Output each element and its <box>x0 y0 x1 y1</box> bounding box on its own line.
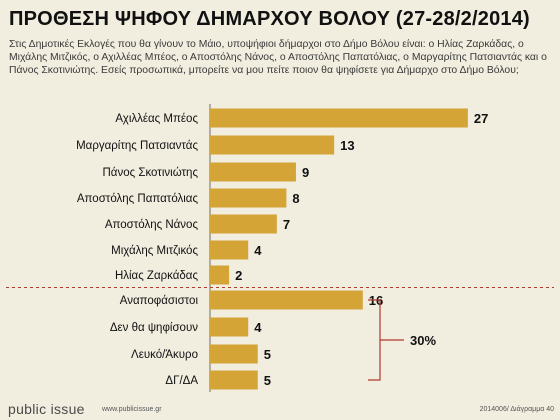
data-label: 4 <box>254 320 262 335</box>
bar <box>210 265 230 285</box>
bar <box>210 135 335 155</box>
bar <box>210 188 287 208</box>
data-label: 4 <box>254 243 262 258</box>
chart-title: ΠΡΟΘΕΣΗ ΨΗΦΟΥ ΔΗΜΑΡΧΟΥ ΒΟΛΟΥ (27-28/2/20… <box>9 8 530 30</box>
data-label: 7 <box>283 217 290 232</box>
data-label: 8 <box>292 191 299 206</box>
category-label: Μιχάλης Μιτζικός <box>111 245 198 257</box>
category-label: Ηλίας Ζαρκάδας <box>115 270 199 282</box>
data-label: 2 <box>235 268 242 283</box>
bracket-total-label: 30% <box>410 333 436 348</box>
bar <box>210 108 468 128</box>
bar <box>210 214 277 234</box>
data-label: 13 <box>340 138 354 153</box>
data-label: 5 <box>264 373 271 388</box>
publisher-website: www.publicissue.gr <box>102 406 162 413</box>
bar <box>210 317 249 337</box>
bar <box>210 240 249 260</box>
chart-reference-code: 2014006/ Διάγραμμα 40 <box>479 406 554 413</box>
category-label: Αποστόλης Παπατόλιας <box>77 193 199 205</box>
category-label: Δεν θα ψηφίσουν <box>110 322 198 334</box>
data-label: 27 <box>474 111 488 126</box>
data-label: 9 <box>302 165 309 180</box>
category-label: Αποστόλης Νάνος <box>105 219 199 231</box>
data-label: 5 <box>264 347 271 362</box>
category-label: Αναποφάσιστοι <box>120 295 199 307</box>
bracket-line <box>368 299 381 381</box>
bar <box>210 162 296 182</box>
category-label: Μαργαρίτης Πατσιαντάς <box>76 140 198 152</box>
bar <box>210 290 363 310</box>
publisher-logo: public issue <box>8 401 85 417</box>
category-label: Πάνος Σκοτινιώτης <box>103 167 199 179</box>
survey-question: Στις Δημοτικές Εκλογές που θα γίνουν το … <box>9 39 547 76</box>
bar <box>210 344 258 364</box>
category-label: Λευκό/Άκυρο <box>131 349 198 361</box>
category-label: Αχιλλέας Μπέος <box>115 113 198 125</box>
bar <box>210 370 258 390</box>
category-label: ΔΓ/ΔΑ <box>165 375 198 387</box>
